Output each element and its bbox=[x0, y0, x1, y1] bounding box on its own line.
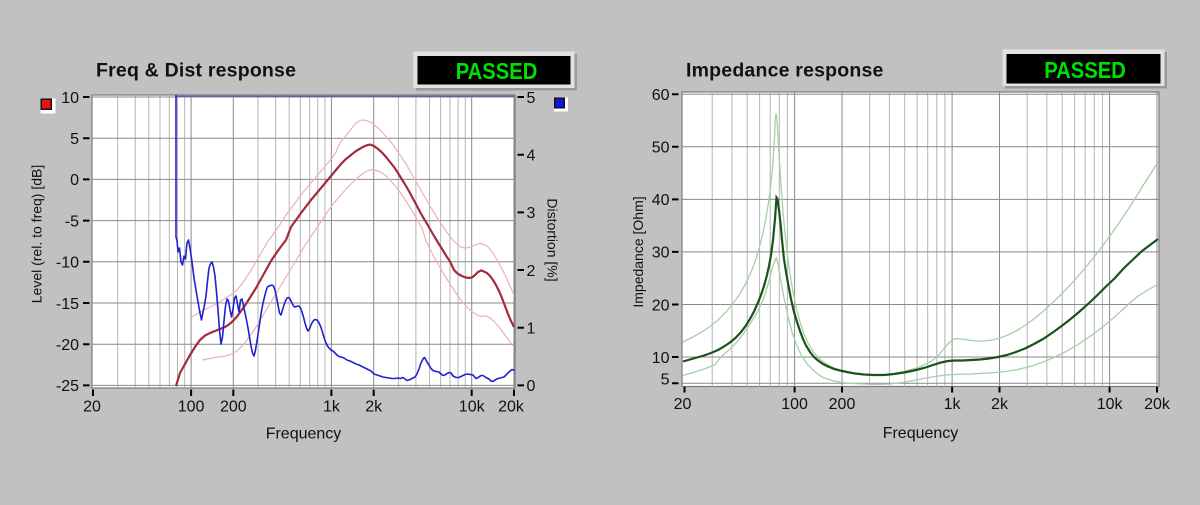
svg-text:-10: -10 bbox=[56, 255, 79, 272]
svg-text:-25: -25 bbox=[56, 378, 79, 395]
svg-text:100: 100 bbox=[781, 396, 808, 413]
svg-text:20: 20 bbox=[652, 297, 670, 314]
svg-text:10k: 10k bbox=[1097, 396, 1124, 413]
svg-text:1: 1 bbox=[527, 321, 536, 338]
svg-text:2k: 2k bbox=[365, 399, 383, 416]
svg-text:1k: 1k bbox=[944, 396, 962, 413]
svg-text:Distortion [%]: Distortion [%] bbox=[545, 198, 561, 281]
svg-text:Freq & Dist response: Freq & Dist response bbox=[96, 60, 296, 82]
svg-text:50: 50 bbox=[652, 140, 670, 157]
svg-text:20k: 20k bbox=[498, 399, 525, 416]
svg-text:Impedance response: Impedance response bbox=[686, 60, 884, 82]
svg-text:30: 30 bbox=[652, 245, 670, 262]
svg-text:Level (rel. to freq) [dB]: Level (rel. to freq) [dB] bbox=[29, 165, 45, 304]
svg-text:Frequency: Frequency bbox=[883, 425, 959, 442]
svg-text:10k: 10k bbox=[459, 399, 486, 416]
svg-text:0: 0 bbox=[527, 378, 536, 395]
svg-text:-5: -5 bbox=[65, 213, 79, 230]
svg-text:5: 5 bbox=[527, 90, 536, 107]
svg-text:-20: -20 bbox=[56, 337, 79, 354]
svg-text:10: 10 bbox=[652, 350, 670, 367]
svg-text:5: 5 bbox=[70, 131, 79, 148]
svg-text:4: 4 bbox=[527, 148, 536, 165]
svg-text:5: 5 bbox=[661, 372, 670, 389]
svg-text:-15: -15 bbox=[56, 296, 79, 313]
svg-text:100: 100 bbox=[178, 399, 205, 416]
svg-text:200: 200 bbox=[829, 396, 856, 413]
svg-text:10: 10 bbox=[61, 90, 79, 107]
svg-text:3: 3 bbox=[527, 205, 536, 222]
svg-text:40: 40 bbox=[652, 192, 670, 209]
svg-text:0: 0 bbox=[70, 172, 79, 189]
svg-text:PASSED: PASSED bbox=[456, 57, 538, 84]
svg-text:20: 20 bbox=[83, 399, 101, 416]
svg-text:PASSED: PASSED bbox=[1044, 56, 1126, 83]
svg-text:200: 200 bbox=[220, 399, 247, 416]
svg-text:2k: 2k bbox=[991, 396, 1009, 413]
svg-text:20: 20 bbox=[674, 396, 692, 413]
svg-text:1k: 1k bbox=[323, 399, 341, 416]
svg-text:20k: 20k bbox=[1144, 396, 1171, 413]
svg-text:60: 60 bbox=[652, 87, 670, 104]
svg-text:Impedance [Ohm]: Impedance [Ohm] bbox=[630, 196, 646, 307]
svg-text:2: 2 bbox=[527, 263, 536, 280]
svg-text:Frequency: Frequency bbox=[266, 426, 342, 443]
